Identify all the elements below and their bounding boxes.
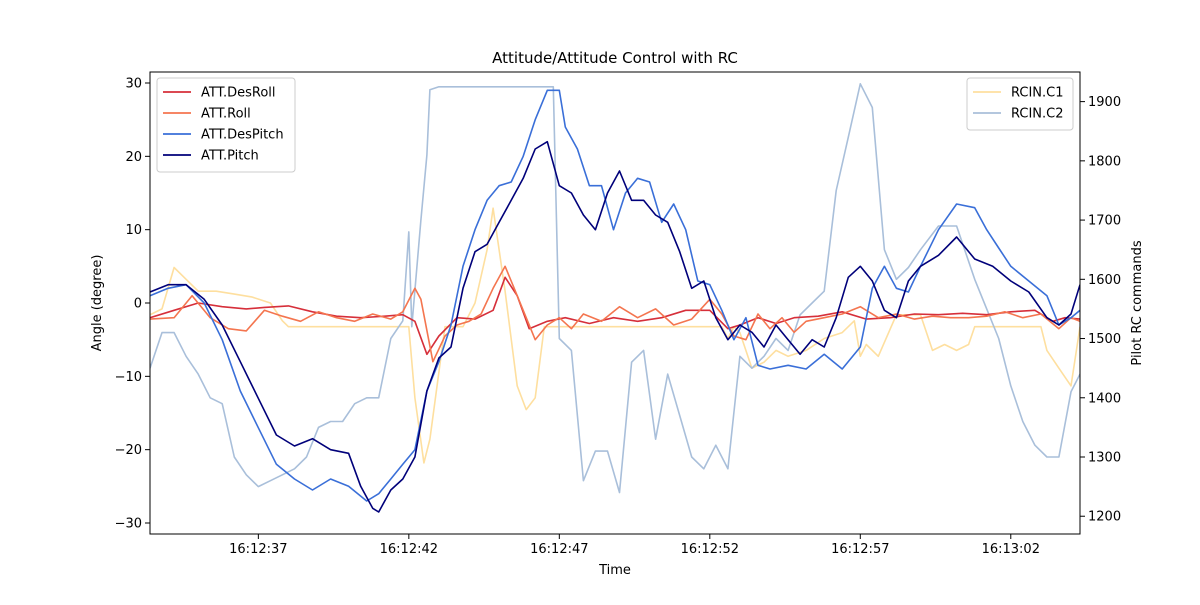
y2-tick-label: 1500 — [1088, 332, 1121, 347]
left-axis-series-group — [150, 89, 1080, 513]
y2-tick-label: 1800 — [1088, 154, 1121, 169]
y2-tick-label: 1300 — [1088, 451, 1121, 466]
y-axis-right: 1200 1300 1400 1500 1600 1700 1800 1900 — [1080, 95, 1121, 525]
y-tick-label: 20 — [125, 150, 142, 165]
series-line-rcin-c2 — [150, 83, 1080, 494]
y2-tick-label: 1400 — [1088, 391, 1121, 406]
x-tick-label: 16:12:47 — [530, 542, 588, 557]
legend-label-rcin-c1: RCIN.C1 — [1011, 86, 1064, 101]
y2-tick-label: 1700 — [1088, 214, 1121, 229]
y-tick-label: −10 — [115, 370, 142, 385]
legend-label-rcin-c2: RCIN.C2 — [1011, 107, 1064, 122]
x-tick-label: 16:12:57 — [831, 542, 889, 557]
x-tick-label: 16:12:52 — [681, 542, 739, 557]
x-tick-label: 16:12:37 — [229, 542, 287, 557]
legend-right: RCIN.C1 RCIN.C2 — [966, 77, 1074, 131]
y-tick-label: 10 — [125, 223, 142, 238]
series-line-att-roll — [150, 265, 1080, 363]
legend-label-att-desroll: ATT.DesRoll — [201, 86, 276, 101]
legend-label-att-despitch: ATT.DesPitch — [201, 128, 284, 143]
legend-box — [156, 77, 296, 173]
series-line-att-despitch — [150, 89, 1080, 502]
x-axis-label: Time — [598, 563, 631, 578]
x-tick-label: 16:12:42 — [380, 542, 438, 557]
y-axis-left: −30 −20 −10 0 10 20 30 — [115, 77, 150, 532]
y-tick-label: −30 — [115, 517, 142, 532]
y2-tick-label: 1900 — [1088, 95, 1121, 110]
legend-label-att-roll: ATT.Roll — [201, 107, 251, 122]
series-line-rcin-c1 — [150, 207, 1080, 464]
y-axis-label: Angle (degree) — [90, 255, 105, 352]
legend-label-att-pitch: ATT.Pitch — [201, 149, 259, 164]
y-tick-label: −20 — [115, 443, 142, 458]
right-axis-series-group — [150, 83, 1080, 494]
legend-box — [966, 77, 1074, 131]
legend-left: ATT.DesRoll ATT.Roll ATT.DesPitch ATT.Pitch — [156, 77, 296, 173]
x-axis: 16:12:37 16:12:42 16:12:47 16:12:52 16:12:57… — [229, 534, 1040, 557]
chart-title: Attitude/Attitude Control with RC — [492, 49, 738, 67]
y2-tick-label: 1600 — [1088, 273, 1121, 288]
y2-tick-label: 1200 — [1088, 510, 1121, 525]
y-tick-label: 0 — [134, 297, 142, 312]
y-tick-label: 30 — [125, 77, 142, 92]
y2-axis-label: Pilot RC commands — [1130, 240, 1145, 365]
x-tick-label: 16:13:02 — [982, 542, 1040, 557]
series-line-att-pitch — [150, 140, 1080, 513]
